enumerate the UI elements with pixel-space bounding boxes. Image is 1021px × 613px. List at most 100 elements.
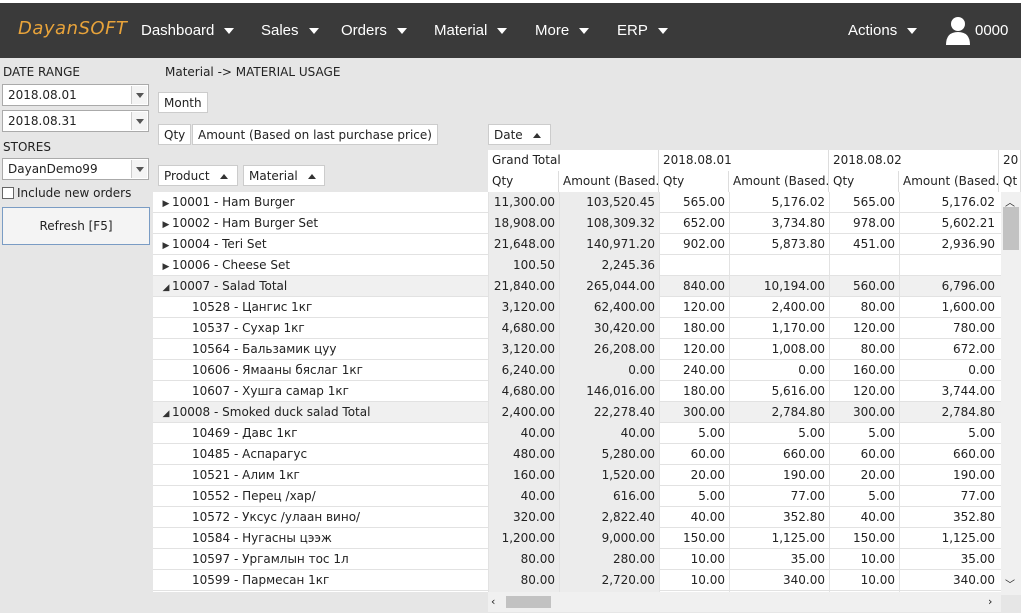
table-row[interactable]: 10552 - Перец /хар/40.00 616.00 5.00 77.00 5… xyxy=(153,486,1001,507)
table-row[interactable]: 10537 - Сухар 1кг 4,680.00 30,420.00 180.00… xyxy=(153,318,1001,339)
table-row[interactable]: 10607 - Хушга самар 1кг 4,680.00 146,016.0… xyxy=(153,381,1001,402)
table-cell: 10.00 xyxy=(659,549,729,570)
table-cell: 840.00 xyxy=(659,276,729,297)
table-cell: 6,240.00 xyxy=(488,360,559,381)
store-select[interactable]: DayanDemo99 xyxy=(2,158,149,180)
amount-field-chip[interactable]: Amount (Based on last purchase price) xyxy=(192,124,438,145)
table-row[interactable]: 10564 - Бальзамик цуу 3,120.00 26,208.00 12… xyxy=(153,339,1001,360)
scroll-up-icon[interactable]: ︿ xyxy=(1005,198,1015,209)
expand-icon[interactable]: ▶ xyxy=(162,262,170,272)
chevron-down-icon xyxy=(907,27,918,34)
chevron-down-icon[interactable] xyxy=(131,112,147,130)
nav-label: More xyxy=(535,22,570,39)
table-cell: 10.00 xyxy=(829,549,899,570)
table-row[interactable]: ▶10009 - Smoked chicken salad xyxy=(153,591,1001,592)
table-cell: 480.00 xyxy=(488,444,559,465)
table-cell: 340.00 xyxy=(729,570,829,591)
collapse-icon[interactable]: ◢ xyxy=(162,283,170,293)
table-row[interactable]: ◢ 10008 - Smoked duck salad Total 2,400.00… xyxy=(153,402,1001,423)
actions-menu[interactable]: Actions xyxy=(848,3,918,58)
nav-item-dashboard[interactable]: Dashboard xyxy=(141,3,235,58)
table-cell: 1,008.00 xyxy=(729,339,829,360)
table-cell: 2,784.80 xyxy=(729,402,829,423)
table-row[interactable]: 10599 - Пармесан 1кг 80.00 2,720.00 10.00 34… xyxy=(153,570,1001,591)
table-cell: 120.00 xyxy=(829,318,899,339)
table-row[interactable]: 10528 - Цангис 1кг 3,120.00 62,400.00 120.0… xyxy=(153,297,1001,318)
chevron-down-icon xyxy=(657,27,668,34)
refresh-button[interactable]: Refresh [F5] xyxy=(2,207,150,245)
row-label: ▶ 10002 - Ham Burger Set xyxy=(153,213,488,234)
table-row[interactable]: 10485 - Аспарагус 480.00 5,280.00 60.00 660.… xyxy=(153,444,1001,465)
table-row[interactable]: ▶ 10002 - Ham Burger Set 18,908.00 108,309.… xyxy=(153,213,1001,234)
table-cell: 902.00 xyxy=(659,234,729,255)
table-cell xyxy=(829,591,899,592)
table-row[interactable]: 10606 - Ямааны бяслаг 1кг 6,240.00 0.00 240… xyxy=(153,360,1001,381)
material-field-chip[interactable]: Material xyxy=(243,165,325,186)
date-to-select[interactable]: 2018.08.31 xyxy=(2,110,149,132)
table-cell: 80.00 xyxy=(829,339,899,360)
breadcrumb: Material -> MATERIAL USAGE xyxy=(165,65,341,79)
row-label-text: 10485 - Аспарагус xyxy=(192,447,308,461)
expand-icon[interactable]: ▶ xyxy=(162,241,170,251)
nav-item-orders[interactable]: Orders xyxy=(341,3,407,58)
table-row[interactable]: 10597 - Ургамлын тос 1л 80.00 280.00 10.00 3… xyxy=(153,549,1001,570)
scroll-thumb[interactable] xyxy=(506,596,551,608)
table-cell: 652.00 xyxy=(659,213,729,234)
row-label-text: 10564 - Бальзамик цуу xyxy=(192,342,337,356)
nav-item-erp[interactable]: ERP xyxy=(617,3,668,58)
expand-icon[interactable]: ▶ xyxy=(162,199,170,209)
table-cell: 1,600.00 xyxy=(899,297,999,318)
month-field-chip[interactable]: Month xyxy=(158,92,208,113)
row-label: 10521 - Алим 1кг xyxy=(153,465,488,486)
table-cell: 6,796.00 xyxy=(899,276,999,297)
date-from-select[interactable]: 2018.08.01 xyxy=(2,84,149,106)
include-orders-checkbox[interactable] xyxy=(2,187,14,199)
app-logo[interactable]: DayanSOFT xyxy=(18,18,127,39)
table-row[interactable]: ▶ 10001 - Ham Burger 11,300.00 103,520.45 56… xyxy=(153,192,1001,213)
table-cell: 2,400.00 xyxy=(729,297,829,318)
table-cell: 451.00 xyxy=(829,234,899,255)
table-cell: 3,120.00 xyxy=(488,297,559,318)
user-menu[interactable]: 0000 xyxy=(945,15,1008,45)
table-row[interactable]: 10469 - Давс 1кг 40.00 40.00 5.00 5.00 5.00 5.… xyxy=(153,423,1001,444)
table-cell: 26,208.00 xyxy=(559,339,659,360)
sort-asc-icon xyxy=(532,133,541,138)
scroll-thumb[interactable] xyxy=(1003,207,1019,250)
scroll-right-icon[interactable]: › xyxy=(988,595,993,608)
row-label: 10606 - Ямааны бяслаг 1кг xyxy=(153,360,488,381)
table-cell: 1,170.00 xyxy=(729,318,829,339)
table-cell: 22,278.40 xyxy=(559,402,659,423)
vertical-scrollbar[interactable]: ︿ ﹀ xyxy=(1001,192,1021,595)
table-row[interactable]: ▶ 10004 - Teri Set 21,648.00 140,971.20 902.… xyxy=(153,234,1001,255)
nav-item-material[interactable]: Material xyxy=(434,3,508,58)
qty-field-chip[interactable]: Qty xyxy=(158,124,192,145)
table-cell: 0.00 xyxy=(729,360,829,381)
date-field-chip[interactable]: Date xyxy=(488,124,551,145)
table-row[interactable]: ◢ 10007 - Salad Total 21,840.00 265,044.00 8… xyxy=(153,276,1001,297)
col-header-qty: Qty xyxy=(829,171,899,192)
top-navbar: DayanSOFT Actions 0000 Dashboard Sales Ord… xyxy=(0,0,1021,58)
table-cell: 21,648.00 xyxy=(488,234,559,255)
scroll-down-icon[interactable]: ﹀ xyxy=(1005,580,1015,591)
table-cell: 5.00 xyxy=(899,423,999,444)
table-row[interactable]: ▶ 10006 - Cheese Set 100.50 2,245.36 xyxy=(153,255,1001,276)
table-cell: 3,744.00 xyxy=(899,381,999,402)
table-row[interactable]: 10584 - Нугасны цээж 1,200.00 9,000.00 150.… xyxy=(153,528,1001,549)
table-row[interactable]: 10572 - Уксус /улаан вино/320.00 2,822.40… xyxy=(153,507,1001,528)
col-header-amount: Amount (Based... xyxy=(899,171,999,192)
expand-icon[interactable]: ▶ xyxy=(162,220,170,230)
chevron-down-icon[interactable] xyxy=(131,160,147,178)
horizontal-scrollbar[interactable]: ‹ › xyxy=(488,592,1001,612)
nav-item-sales[interactable]: Sales xyxy=(261,3,319,58)
table-cell: 300.00 xyxy=(829,402,899,423)
nav-item-more[interactable]: More xyxy=(535,3,590,58)
product-field-chip[interactable]: Product xyxy=(158,165,238,186)
chevron-down-icon[interactable] xyxy=(131,86,147,104)
col-header-qty: Qty xyxy=(488,171,559,192)
col-header-amount: Amount (Based... xyxy=(559,171,659,192)
row-label: ▶ 10006 - Cheese Set xyxy=(153,255,488,276)
table-row[interactable]: 10521 - Алим 1кг 160.00 1,520.00 20.00 190.0… xyxy=(153,465,1001,486)
collapse-icon[interactable]: ◢ xyxy=(162,409,170,419)
row-label: ◢ 10008 - Smoked duck salad Total xyxy=(153,402,488,423)
scroll-left-icon[interactable]: ‹ xyxy=(491,595,496,608)
